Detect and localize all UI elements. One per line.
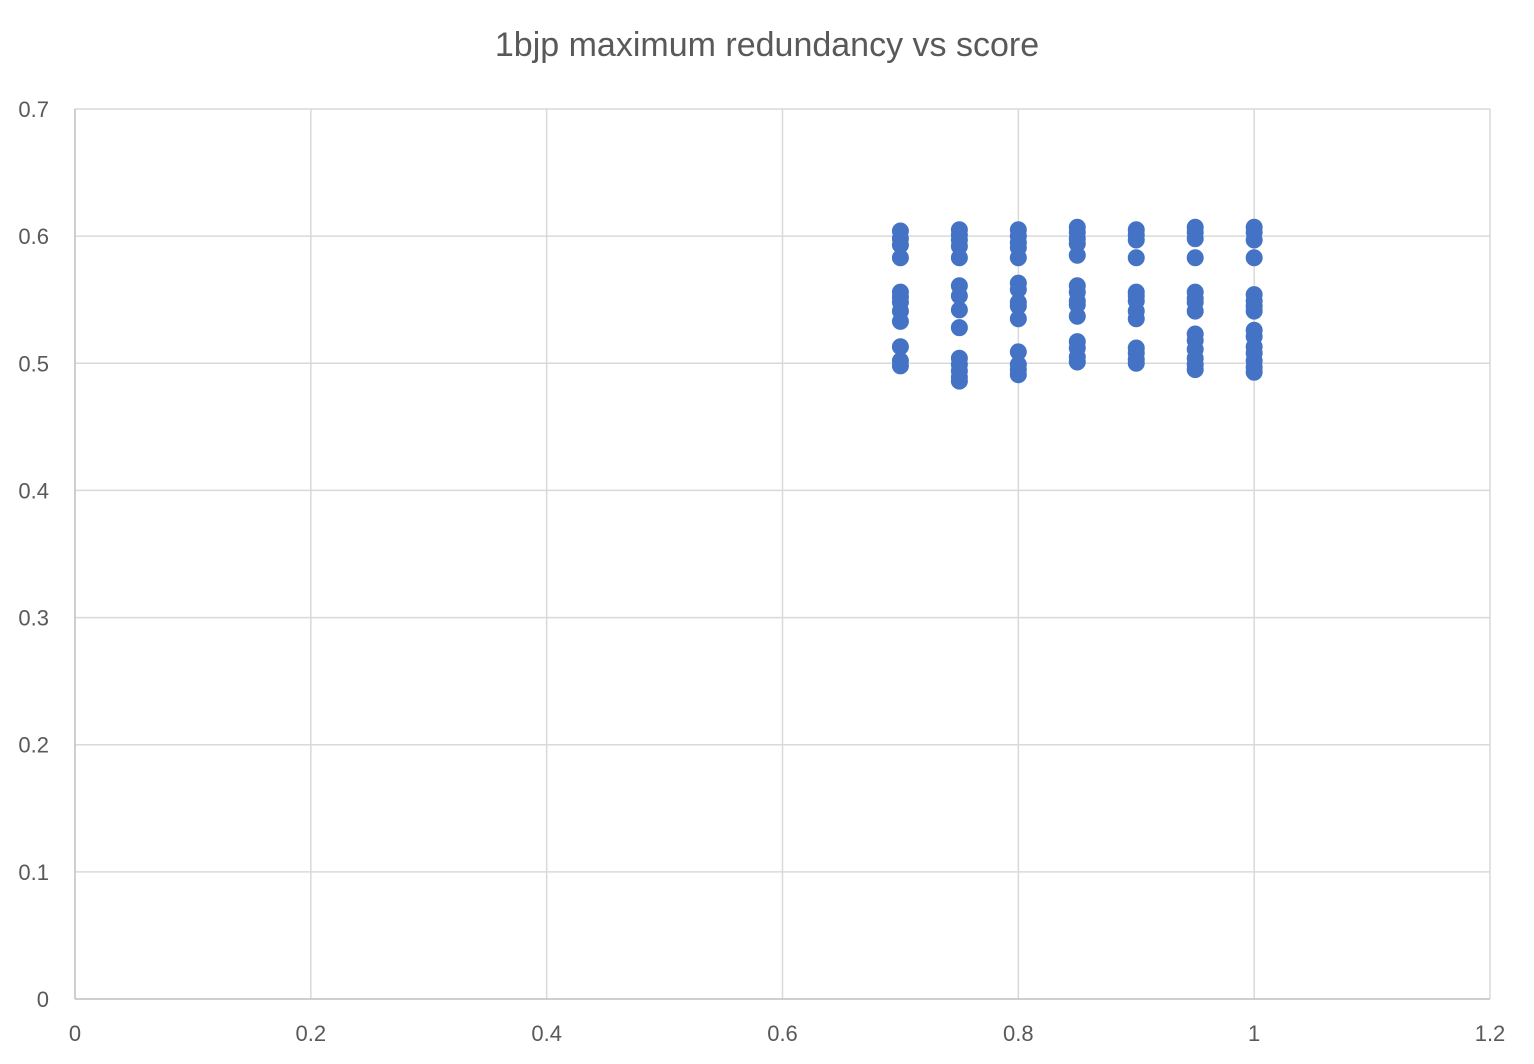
x-tick-label: 0.6 xyxy=(767,1021,798,1046)
y-tick-label: 0.4 xyxy=(18,478,49,503)
y-tick-label: 0.2 xyxy=(18,733,49,758)
data-point xyxy=(1127,231,1145,249)
data-points xyxy=(891,218,1263,390)
data-point xyxy=(1245,249,1263,267)
data-point xyxy=(1245,363,1263,381)
x-tick-label: 0.2 xyxy=(296,1021,327,1046)
data-point xyxy=(1186,249,1204,267)
data-point xyxy=(950,249,968,267)
data-point xyxy=(1245,231,1263,249)
data-point xyxy=(891,249,909,267)
y-tick-label: 0.1 xyxy=(18,860,49,885)
data-point xyxy=(1009,249,1027,267)
data-point xyxy=(891,357,909,375)
data-point xyxy=(1009,310,1027,328)
chart-title: 1bjp maximum redundancy vs score xyxy=(494,26,1040,64)
data-point xyxy=(1245,302,1263,320)
x-tick-label: 1.2 xyxy=(1475,1021,1506,1046)
y-tick-label: 0 xyxy=(37,987,49,1012)
y-tick-label: 0.5 xyxy=(18,351,49,376)
data-point xyxy=(1186,302,1204,320)
data-point xyxy=(1127,310,1145,328)
tick-labels: 0 0.2 0.4 0.6 0.8 1 1.2 0 0.1 0.2 0.3 0.4 0.5 0.6 0.7 xyxy=(18,97,1505,1046)
y-tick-label: 0.3 xyxy=(18,606,49,631)
x-tick-label: 0.8 xyxy=(1003,1021,1034,1046)
data-point xyxy=(1127,249,1145,267)
data-point xyxy=(950,319,968,337)
x-tick-label: 0.4 xyxy=(531,1021,562,1046)
x-tick-label: 1 xyxy=(1248,1021,1260,1046)
data-point xyxy=(1127,354,1145,372)
y-tick-label: 0.6 xyxy=(18,224,49,249)
data-point xyxy=(891,312,909,330)
data-point xyxy=(1009,366,1027,384)
y-tick-label: 0.7 xyxy=(18,97,49,122)
data-point xyxy=(1068,353,1086,371)
axes xyxy=(74,109,1490,1000)
data-point xyxy=(950,372,968,390)
x-tick-label: 0 xyxy=(69,1021,81,1046)
data-point xyxy=(1068,307,1086,325)
data-point xyxy=(1186,230,1204,248)
data-point xyxy=(950,301,968,319)
data-point xyxy=(1186,361,1204,379)
gridlines xyxy=(75,108,1491,999)
data-point xyxy=(1068,246,1086,264)
